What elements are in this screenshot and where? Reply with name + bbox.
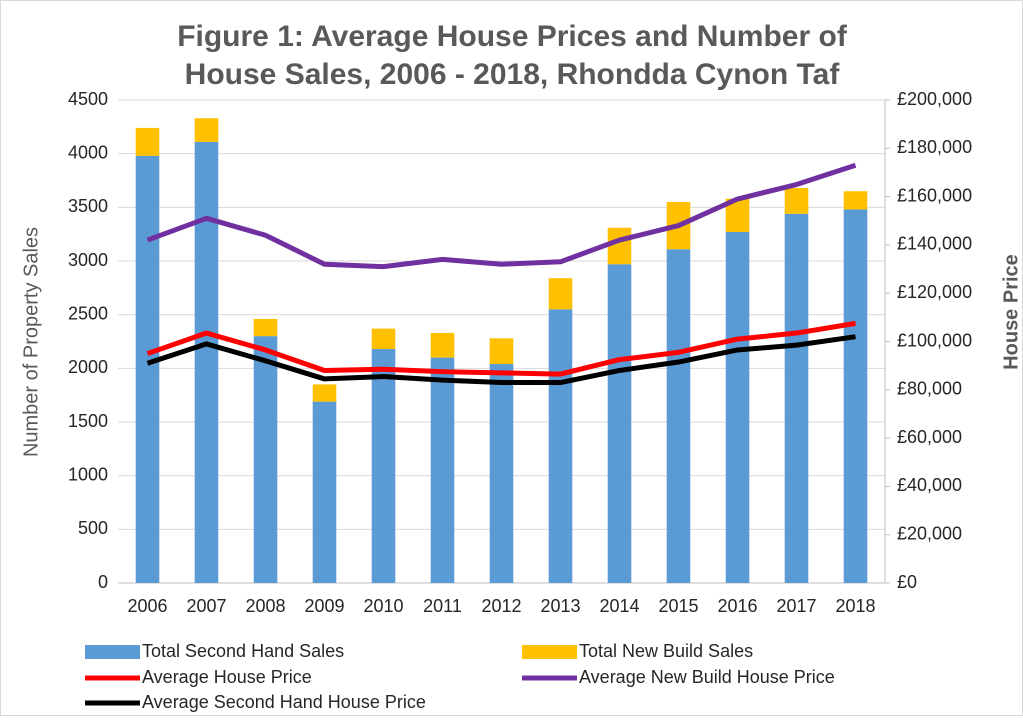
chart-title: House Sales, 2006 - 2018, Rhondda Cynon … <box>185 58 841 91</box>
bar <box>430 357 455 583</box>
y2-tick-label: £0 <box>897 572 917 592</box>
bar <box>843 209 868 584</box>
x-tick-label: 2006 <box>127 596 167 616</box>
chart-title: Figure 1: Average House Prices and Numbe… <box>177 20 848 53</box>
bar <box>489 364 514 583</box>
bar <box>489 338 514 365</box>
bar <box>666 249 691 583</box>
y-axis-label: Number of Property Sales <box>20 227 42 457</box>
y2-tick-label: £160,000 <box>897 185 972 205</box>
bar <box>135 155 160 583</box>
legend-label: Average New Build House Price <box>579 667 835 687</box>
y2-tick-label: £180,000 <box>897 137 972 157</box>
y2-axis-label: House Price <box>1000 254 1022 370</box>
x-tick-label: 2016 <box>717 596 757 616</box>
bar <box>607 264 632 583</box>
bar <box>843 191 868 210</box>
line <box>146 162 857 270</box>
bar <box>135 127 160 156</box>
legend-label: Average House Price <box>142 667 312 687</box>
bar <box>253 336 278 583</box>
y2-tick-label: £40,000 <box>897 475 962 495</box>
y-tick-label: 3500 <box>68 196 108 216</box>
x-tick-label: 2008 <box>245 596 285 616</box>
x-tick-label: 2011 <box>423 596 462 616</box>
legend-label: Average Second Hand House Price <box>142 692 426 712</box>
line <box>146 334 856 386</box>
bar <box>784 213 809 584</box>
y2-tick-label: £20,000 <box>897 523 962 543</box>
y-tick-label: 2000 <box>68 357 108 377</box>
y2-tick-label: £120,000 <box>897 282 972 302</box>
y-tick-label: 4000 <box>68 142 108 162</box>
legend-label: Total Second Hand Sales <box>142 641 344 661</box>
x-tick-label: 2018 <box>835 596 875 616</box>
y-tick-label: 2500 <box>68 303 108 323</box>
x-tick-label: 2013 <box>540 596 580 616</box>
y-tick-label: 4500 <box>68 89 108 109</box>
y2-tick-label: £60,000 <box>897 427 962 447</box>
line <box>146 320 856 377</box>
x-tick-label: 2017 <box>776 596 816 616</box>
bar <box>371 349 396 583</box>
y-tick-label: 3000 <box>68 250 108 270</box>
y-tick-label: 0 <box>98 572 108 592</box>
x-tick-label: 2007 <box>186 596 226 616</box>
y-tick-label: 1500 <box>68 411 108 431</box>
x-tick-label: 2015 <box>658 596 698 616</box>
x-tick-label: 2010 <box>363 596 403 616</box>
bar <box>194 141 219 584</box>
bar <box>194 118 219 142</box>
bar <box>548 278 573 310</box>
legend-swatch <box>85 645 140 659</box>
bar <box>607 227 632 265</box>
y2-tick-label: £140,000 <box>897 234 972 254</box>
bar <box>784 188 809 214</box>
bar <box>430 332 455 358</box>
bar <box>371 328 396 350</box>
bar <box>548 309 573 583</box>
y-tick-label: 1000 <box>68 464 108 484</box>
bar <box>725 198 750 233</box>
x-tick-label: 2012 <box>481 596 521 616</box>
y2-tick-label: £200,000 <box>897 89 972 109</box>
bar <box>312 384 337 402</box>
legend-label: Total New Build Sales <box>579 641 753 661</box>
bar <box>312 401 337 583</box>
x-tick-label: 2014 <box>599 596 639 616</box>
y2-tick-label: £100,000 <box>897 330 972 350</box>
bar <box>253 318 278 337</box>
y-tick-label: 500 <box>78 518 108 538</box>
legend-swatch <box>522 645 577 659</box>
y2-tick-label: £80,000 <box>897 379 962 399</box>
bar <box>725 232 750 583</box>
x-tick-label: 2009 <box>304 596 344 616</box>
